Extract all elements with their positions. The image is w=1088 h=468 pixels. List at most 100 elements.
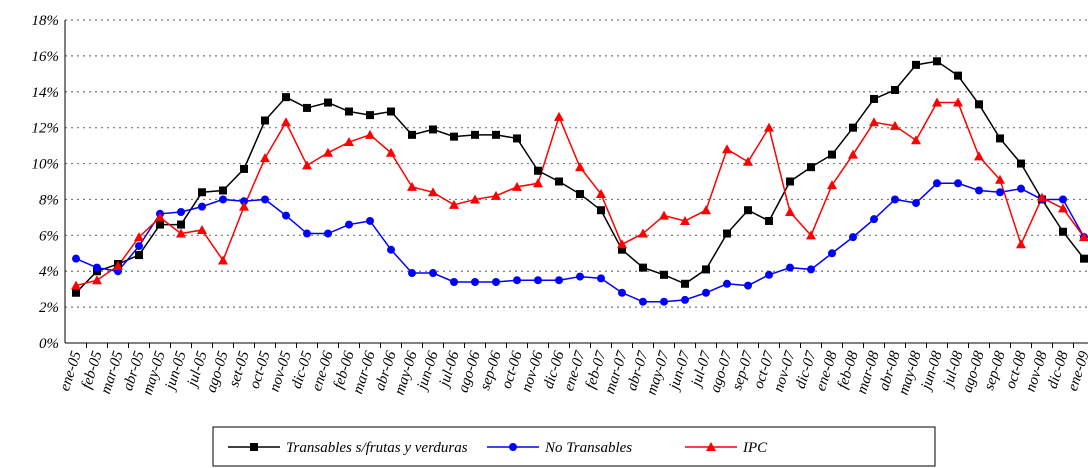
marker <box>555 177 563 186</box>
marker <box>260 153 270 163</box>
marker <box>428 187 438 197</box>
marker <box>345 220 353 229</box>
marker <box>219 195 227 204</box>
legend-box <box>212 426 936 467</box>
legend-item: IPC <box>685 440 768 456</box>
marker <box>659 210 669 220</box>
marker <box>470 194 480 204</box>
y-tick-label: 6% <box>39 228 59 244</box>
marker <box>366 111 374 120</box>
marker <box>344 137 354 147</box>
marker <box>786 263 794 272</box>
marker <box>723 229 731 238</box>
marker <box>450 132 458 141</box>
marker <box>239 201 249 211</box>
marker <box>870 94 878 103</box>
marker <box>303 229 311 238</box>
marker <box>933 179 941 188</box>
marker <box>555 276 563 285</box>
marker <box>240 164 248 173</box>
marker <box>660 297 668 306</box>
marker <box>93 263 101 272</box>
marker <box>509 443 517 451</box>
marker <box>954 179 962 188</box>
y-tick-label: 12% <box>32 121 60 137</box>
marker <box>219 186 227 195</box>
marker <box>891 195 899 204</box>
y-tick-label: 18% <box>32 13 60 29</box>
marker <box>869 117 879 127</box>
marker <box>92 275 102 285</box>
marker <box>680 215 690 225</box>
marker <box>324 229 332 238</box>
marker <box>974 151 984 161</box>
marker <box>639 263 647 272</box>
marker <box>261 116 269 125</box>
marker <box>1017 184 1025 193</box>
marker <box>1059 195 1067 204</box>
y-tick-label: 14% <box>32 85 60 101</box>
marker <box>386 147 396 157</box>
marker <box>975 100 983 109</box>
marker <box>302 160 312 170</box>
marker <box>638 228 648 238</box>
marker <box>744 206 752 215</box>
marker <box>177 220 185 229</box>
marker <box>912 199 920 208</box>
marker <box>744 281 752 290</box>
marker <box>323 147 333 157</box>
marker <box>848 149 858 159</box>
marker <box>471 277 479 286</box>
marker <box>492 277 500 286</box>
marker <box>533 178 543 188</box>
marker <box>576 190 584 199</box>
marker <box>996 188 1004 197</box>
marker <box>765 270 773 279</box>
marker <box>807 265 815 274</box>
marker <box>1037 192 1047 202</box>
marker <box>512 181 522 191</box>
legend-item: No Transables <box>487 440 632 456</box>
marker <box>429 269 437 278</box>
marker <box>933 57 941 66</box>
marker <box>806 230 816 240</box>
marker <box>471 130 479 139</box>
marker <box>176 228 186 238</box>
marker <box>597 274 605 283</box>
marker <box>954 71 962 80</box>
marker <box>491 190 501 200</box>
series-line <box>75 60 1085 294</box>
marker <box>953 97 963 107</box>
marker <box>849 233 857 242</box>
marker <box>135 242 143 251</box>
marker <box>71 280 81 290</box>
marker <box>681 295 689 304</box>
marker <box>407 181 417 191</box>
marker <box>702 288 710 297</box>
marker <box>324 98 332 107</box>
legend-label: IPC <box>742 440 768 456</box>
marker <box>786 177 794 186</box>
marker <box>575 162 585 172</box>
marker <box>1016 239 1026 249</box>
marker <box>281 117 291 127</box>
marker <box>282 211 290 220</box>
marker <box>198 188 206 197</box>
marker <box>870 215 878 224</box>
marker <box>701 205 711 215</box>
y-tick-label: 10% <box>32 157 60 173</box>
marker <box>135 251 143 260</box>
marker <box>912 60 920 69</box>
marker <box>996 134 1004 143</box>
marker <box>1017 159 1025 168</box>
legend-label: No Transables <box>544 440 632 456</box>
marker <box>134 232 144 242</box>
marker <box>197 224 207 234</box>
marker <box>429 125 437 134</box>
marker <box>681 279 689 288</box>
marker <box>72 288 80 297</box>
marker <box>828 150 836 159</box>
marker <box>576 272 584 281</box>
marker <box>449 199 459 209</box>
marker <box>1079 232 1088 242</box>
